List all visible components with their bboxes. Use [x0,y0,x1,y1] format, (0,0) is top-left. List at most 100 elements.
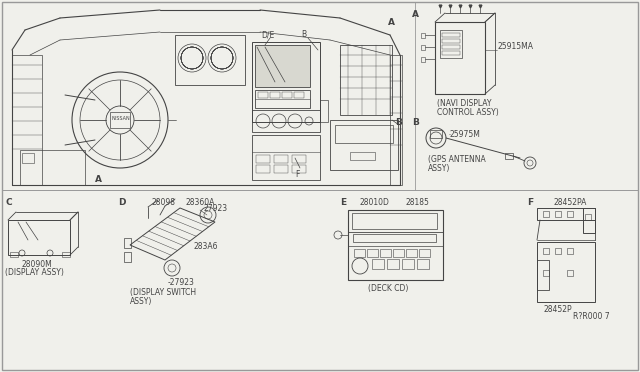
Bar [390,55,402,185]
Bar [256,165,270,173]
Bar [348,210,443,280]
Bar [252,42,320,122]
Bar [505,153,513,159]
Text: CONTROL ASSY): CONTROL ASSY) [437,108,499,117]
Bar [393,249,404,257]
Bar [421,45,425,50]
Bar [282,92,292,98]
Bar [8,220,70,255]
Bar [330,120,398,170]
Bar [274,165,288,173]
Text: 25915MA: 25915MA [497,42,533,51]
Bar [543,270,549,276]
Bar [543,248,549,254]
Text: 28452P: 28452P [543,305,572,314]
Bar [258,92,268,98]
Text: B: B [412,118,419,127]
Bar [537,208,595,220]
Bar [555,248,561,254]
Bar [372,259,384,269]
Bar [124,238,131,248]
Bar [270,92,280,98]
Bar [430,130,442,138]
Text: 28098: 28098 [152,198,176,207]
Text: 27923: 27923 [204,204,228,213]
Bar [12,55,42,185]
Text: A: A [95,175,102,184]
Bar [442,39,460,43]
Bar [421,57,425,62]
Text: ASSY): ASSY) [428,164,451,173]
Bar [367,249,378,257]
Bar [353,234,436,242]
Text: 283A6: 283A6 [193,242,218,251]
Bar [22,153,34,163]
Bar [419,249,430,257]
Text: C: C [5,198,12,207]
Bar [274,155,288,163]
Bar [583,208,595,233]
Bar [567,270,573,276]
Text: 28452PA: 28452PA [553,198,586,207]
Text: 28090M: 28090M [22,260,52,269]
Text: (DISPLAY SWITCH: (DISPLAY SWITCH [130,288,196,297]
Text: NISSAN: NISSAN [112,116,131,121]
Bar [252,110,320,132]
Bar [350,152,375,160]
Text: ASSY): ASSY) [130,297,152,306]
Bar [402,259,414,269]
Bar [567,211,573,217]
Bar [354,249,365,257]
Bar [567,248,573,254]
Bar [537,242,595,302]
Bar [555,211,561,217]
Bar [442,45,460,49]
Bar [335,125,393,143]
Bar [435,22,485,94]
Bar [442,33,460,37]
Text: (DISPLAY ASSY): (DISPLAY ASSY) [5,268,64,277]
Bar [252,135,320,180]
Bar [417,259,429,269]
Bar [387,259,399,269]
Text: F: F [527,198,533,207]
Text: A: A [412,10,419,19]
Bar [340,45,392,115]
Text: (DECK CD): (DECK CD) [368,284,408,293]
Bar [256,155,270,163]
Bar [292,165,306,173]
Bar [124,252,131,262]
Bar [352,213,437,229]
Bar [380,249,391,257]
Bar [255,45,310,87]
Text: 28360A: 28360A [186,198,216,207]
Bar [320,100,328,122]
Text: B: B [301,30,306,39]
Text: E: E [340,198,346,207]
Bar [62,252,70,257]
Text: B: B [395,118,402,127]
Text: A: A [388,18,395,27]
Bar [20,150,85,185]
Text: R?R000 7: R?R000 7 [573,312,610,321]
Text: 25975M: 25975M [450,130,481,139]
Bar [10,252,18,257]
Bar [255,90,310,108]
Bar [440,30,462,58]
Bar [110,112,130,128]
Text: -27923: -27923 [168,278,195,287]
Bar [537,260,549,290]
Text: D: D [118,198,125,207]
Bar [585,214,591,220]
Bar [543,211,549,217]
Bar [175,35,245,85]
Bar [294,92,304,98]
Bar [406,249,417,257]
Bar [292,155,306,163]
Text: 28185: 28185 [405,198,429,207]
Text: D/E: D/E [261,30,275,39]
Bar [442,51,460,55]
Text: F: F [295,170,300,179]
Text: 28010D: 28010D [360,198,390,207]
Bar [421,33,425,38]
